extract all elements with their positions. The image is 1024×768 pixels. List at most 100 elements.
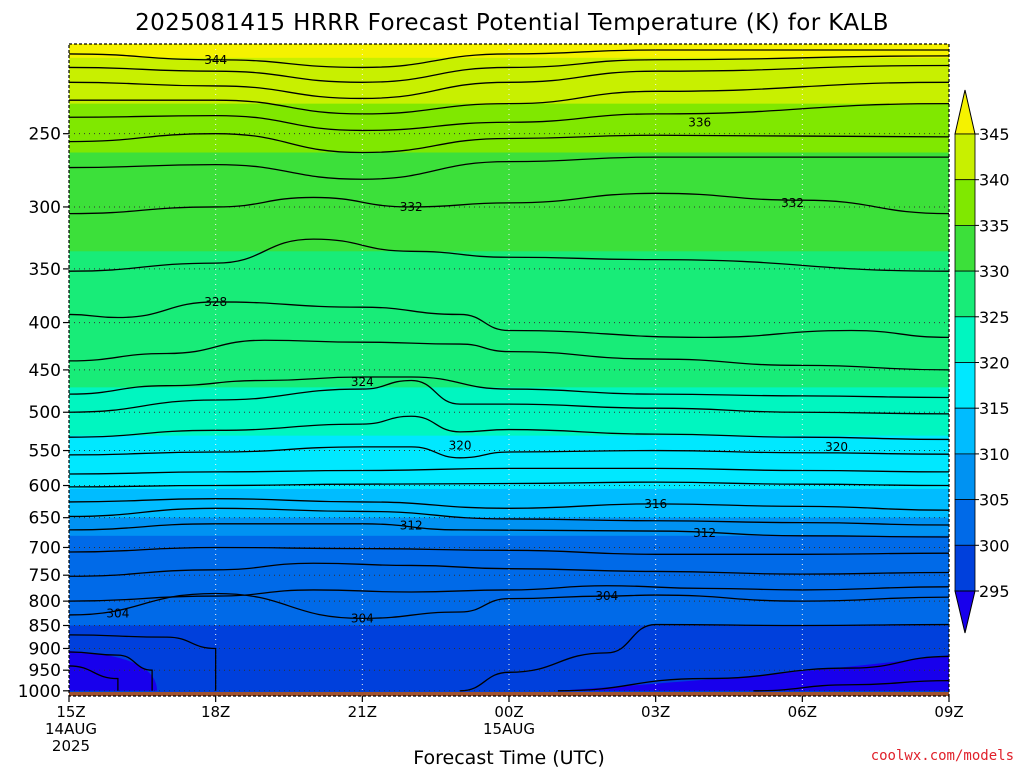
contour-326 — [69, 339, 949, 371]
x-tick-label: 09Z — [934, 703, 963, 721]
y-tick-label: 1000 — [18, 682, 61, 702]
contour-300 — [69, 651, 153, 691]
y-tick-label: 950 — [29, 661, 61, 681]
y-tick-label: 900 — [29, 639, 61, 659]
y-tick-label: 250 — [29, 125, 61, 145]
contour-label: 312 — [400, 519, 423, 533]
colorbar-label: 300 — [979, 536, 1010, 555]
y-tick-label: 400 — [29, 314, 61, 334]
contour-306 — [69, 585, 949, 602]
chart-title: 2025081415 HRRR Forecast Potential Tempe… — [135, 10, 889, 36]
ground-layer — [69, 692, 949, 696]
fill-band — [69, 103, 949, 154]
x-tick-label: 06Z — [788, 703, 817, 721]
colorbar-cell — [954, 407, 976, 455]
contour-label: 312 — [693, 526, 716, 540]
x-axis-label: Forecast Time (UTC) — [413, 747, 604, 768]
contour-334 — [69, 133, 949, 154]
contour-314 — [69, 507, 949, 526]
x-tick-label: 03Z — [641, 703, 670, 721]
contour-336 — [69, 102, 949, 132]
y-tick-label: 700 — [29, 538, 61, 558]
contour-328 — [69, 301, 949, 339]
contour-342 — [69, 55, 949, 83]
fill-band — [69, 44, 949, 59]
contour-label: 304 — [595, 589, 618, 603]
contour-332 — [69, 192, 949, 215]
colorbar-cell — [954, 316, 976, 363]
contour-label: 332 — [781, 196, 804, 210]
contour-lines — [69, 49, 949, 692]
fill-band — [69, 435, 949, 490]
colorbar-cell — [954, 544, 976, 592]
y-tick-label: 850 — [29, 616, 61, 636]
contour-label: 320 — [825, 440, 848, 454]
contour-308 — [69, 562, 949, 577]
colorbar-cell — [954, 179, 976, 226]
colorbar-label: 330 — [979, 262, 1010, 281]
contour-label: 336 — [688, 115, 711, 129]
colorbar-cell — [954, 362, 976, 409]
contour-312 — [69, 523, 949, 538]
colorbar-label: 345 — [979, 125, 1010, 144]
contour-label: 344 — [204, 53, 227, 67]
colorbar-cell — [954, 270, 976, 318]
contour-317 — [69, 481, 949, 488]
colorbar-top-cap — [954, 89, 976, 135]
colorbar-cell — [954, 133, 976, 181]
contour-302 — [460, 623, 949, 692]
contour-label: 328 — [204, 295, 227, 309]
contour-318 — [69, 467, 949, 475]
contour-label: 316 — [644, 497, 667, 511]
colorbar-cell — [954, 224, 976, 272]
colorbar-cell — [954, 499, 976, 546]
cold-pocket-left — [69, 650, 157, 691]
x-tick-label: 14AUG — [45, 720, 97, 738]
colorbar-bottom-cap — [954, 590, 976, 634]
y-tick-label: 800 — [29, 592, 61, 612]
y-tick-label: 450 — [29, 361, 61, 381]
contour-322 — [69, 415, 949, 441]
x-tick-label: 15Z — [56, 703, 85, 721]
colorbar-label: 340 — [979, 171, 1010, 190]
contour-label: 304 — [351, 611, 374, 625]
x-tick-label: 18Z — [201, 703, 230, 721]
fill-band — [69, 488, 949, 519]
contour-333 — [69, 156, 949, 180]
credit-link[interactable]: coolwx.com/models — [871, 748, 1014, 764]
fill-band — [69, 517, 949, 537]
y-tick-label: 350 — [29, 260, 61, 280]
x-tick-label: 2025 — [52, 737, 90, 755]
contour-label: 320 — [449, 438, 472, 452]
x-tick-label: 00Z — [494, 703, 523, 721]
colorbar-label: 335 — [979, 216, 1010, 235]
y-tick-label: 600 — [29, 477, 61, 497]
colorbar-label: 325 — [979, 308, 1010, 327]
contour-344 — [69, 49, 949, 69]
contour-324 — [69, 379, 949, 415]
contour-304 — [69, 592, 949, 619]
contour-300 — [557, 655, 949, 692]
colorbar: 345 340 335 330 325 320 315 310 305 300 295 — [954, 89, 1010, 634]
contour-298 — [69, 665, 119, 691]
colorbar-label: 310 — [979, 445, 1010, 464]
contour-320 — [69, 446, 949, 459]
y-tick-label: 750 — [29, 566, 61, 586]
y-tick-label: 500 — [29, 403, 61, 423]
x-tick-label: 15AUG — [483, 720, 535, 738]
y-tick-label: 300 — [29, 198, 61, 218]
contour-labels: 344 336 332 332 328 324 320 320 316 312 312 304 304 3… — [106, 53, 848, 626]
y-tick-label: 550 — [29, 442, 61, 462]
contour-310 — [69, 546, 949, 555]
contour-label: 304 — [106, 606, 129, 620]
contour-325 — [69, 376, 949, 399]
colorbar-cell — [954, 453, 976, 500]
colorbar-label: 315 — [979, 399, 1010, 418]
colorbar-label: 305 — [979, 491, 1010, 510]
contour-330 — [69, 238, 949, 272]
contour-label: 324 — [351, 375, 374, 389]
contour-302 — [69, 634, 217, 691]
y-tick-label: 650 — [29, 509, 61, 529]
